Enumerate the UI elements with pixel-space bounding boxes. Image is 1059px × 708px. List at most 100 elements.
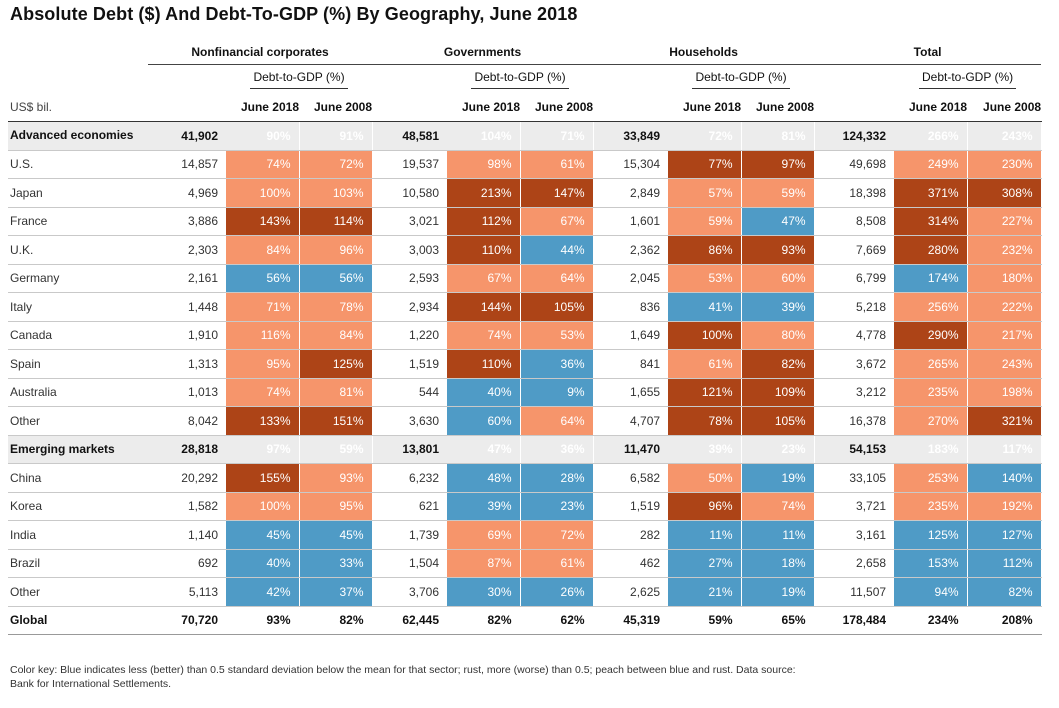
nonfinancial-debt-to-gdp-june-2008: 56% <box>299 264 373 293</box>
row-label: U.S. <box>8 150 148 179</box>
households-debt-to-gdp-june-2008: 59% <box>741 178 815 208</box>
nonfinancial-debt-to-gdp-june-2008: 103% <box>299 178 373 208</box>
households-absolute-debt: 1,655 <box>593 378 669 407</box>
table-row: Other 5,113 42% 37% 3,706 30% 26% 2,625 21% 19% 11… <box>8 577 1042 607</box>
nonfinancial-absolute-debt: 70,720 <box>148 606 226 635</box>
table-row: U.S. 14,857 74% 72% 19,537 98% 61% 15,304 77% 97%… <box>8 150 1042 179</box>
table-row: Spain 1,313 95% 125% 1,519 110% 36% 841 61% 82% 3,… <box>8 349 1042 379</box>
governments-debt-to-gdp-june-2018: 144% <box>447 292 521 322</box>
governments-debt-to-gdp-june-2018: 87% <box>447 549 521 578</box>
households-debt-to-gdp-june-2008: 109% <box>741 378 815 407</box>
nonfinancial-debt-to-gdp-june-2018: 133% <box>226 406 300 436</box>
total-debt-to-gdp-june-2008: 308% <box>967 178 1042 208</box>
nonfinancial-debt-to-gdp-june-2008: 72% <box>299 150 373 179</box>
nonfinancial-debt-to-gdp-june-2008: 81% <box>299 378 373 407</box>
households-absolute-debt: 1,519 <box>593 492 669 521</box>
total-absolute-debt: 49,698 <box>814 150 895 179</box>
nonfinancial-debt-to-gdp-june-2018: 45% <box>226 520 300 550</box>
households-absolute-debt: 2,045 <box>593 264 669 293</box>
total-debt-to-gdp-june-2018: 290% <box>894 321 968 350</box>
nonfinancial-debt-to-gdp-june-2008: 91% <box>299 121 373 151</box>
total-absolute-debt: 7,669 <box>814 235 895 265</box>
total-absolute-debt: 33,105 <box>814 463 895 493</box>
households-absolute-debt: 462 <box>593 549 669 578</box>
row-label: France <box>8 207 148 236</box>
households-debt-to-gdp-june-2018: 27% <box>668 549 742 578</box>
nonfinancial-debt-to-gdp-june-2018: 74% <box>226 150 300 179</box>
governments-debt-to-gdp-june-2008: 64% <box>520 406 594 436</box>
date-label-june-2018: June 2018 <box>226 93 299 122</box>
nonfinancial-debt-to-gdp-june-2008: 84% <box>299 321 373 350</box>
governments-absolute-debt: 1,519 <box>372 349 448 379</box>
nonfinancial-debt-to-gdp-june-2018: 100% <box>226 178 300 208</box>
governments-absolute-debt: 3,021 <box>372 207 448 236</box>
households-absolute-debt: 6,582 <box>593 463 669 493</box>
governments-debt-to-gdp-june-2008: 36% <box>520 349 594 379</box>
governments-debt-to-gdp-june-2018: 69% <box>447 520 521 550</box>
households-debt-to-gdp-june-2008: 105% <box>741 406 815 436</box>
households-debt-to-gdp-june-2018: 61% <box>668 349 742 379</box>
nonfinancial-debt-to-gdp-june-2008: 45% <box>299 520 373 550</box>
nonfinancial-debt-to-gdp-june-2018: 71% <box>226 292 300 322</box>
table-row: Canada 1,910 116% 84% 1,220 74% 53% 1,649 100% 80… <box>8 321 1042 350</box>
nonfinancial-absolute-debt: 20,292 <box>148 463 226 493</box>
governments-debt-to-gdp-june-2008: 9% <box>520 378 594 407</box>
row-label: Japan <box>8 178 148 208</box>
table-row: Italy 1,448 71% 78% 2,934 144% 105% 836 41% 39% 5,… <box>8 292 1042 322</box>
nonfinancial-debt-to-gdp-june-2018: 84% <box>226 235 300 265</box>
total-debt-to-gdp-june-2008: 112% <box>967 549 1042 578</box>
date-header-row: US$ bil. June 2018 June 2008 June 2018 J… <box>8 93 1042 122</box>
governments-debt-to-gdp-june-2008: 36% <box>520 435 594 464</box>
total-absolute-debt: 18,398 <box>814 178 895 208</box>
households-debt-to-gdp-june-2018: 39% <box>668 435 742 464</box>
governments-absolute-debt: 1,220 <box>372 321 448 350</box>
households-absolute-debt: 1,649 <box>593 321 669 350</box>
nonfinancial-debt-to-gdp-june-2008: 125% <box>299 349 373 379</box>
nonfinancial-debt-to-gdp-june-2008: 33% <box>299 549 373 578</box>
total-debt-to-gdp-june-2018: 256% <box>894 292 968 322</box>
sector-header-households: Households <box>593 40 815 65</box>
households-debt-to-gdp-june-2018: 59% <box>668 606 742 635</box>
governments-absolute-debt: 13,801 <box>372 435 448 464</box>
governments-absolute-debt: 1,504 <box>372 549 448 578</box>
table-row: Brazil 692 40% 33% 1,504 87% 61% 462 27% 18% 2,658… <box>8 549 1042 578</box>
households-debt-to-gdp-june-2018: 77% <box>668 150 742 179</box>
households-debt-to-gdp-june-2008: 81% <box>741 121 815 151</box>
households-debt-to-gdp-june-2018: 21% <box>668 577 742 607</box>
date-label-june-2008: June 2008 <box>520 93 594 122</box>
total-absolute-debt: 3,721 <box>814 492 895 521</box>
row-label: Australia <box>8 378 148 407</box>
total-debt-to-gdp-june-2008: 230% <box>967 150 1042 179</box>
governments-debt-to-gdp-june-2008: 44% <box>520 235 594 265</box>
row-label: Italy <box>8 292 148 322</box>
total-debt-to-gdp-june-2018: 235% <box>894 492 968 521</box>
governments-debt-to-gdp-june-2018: 40% <box>447 378 521 407</box>
governments-absolute-debt: 10,580 <box>372 178 448 208</box>
total-debt-to-gdp-june-2008: 217% <box>967 321 1042 350</box>
nonfinancial-debt-to-gdp-june-2008: 37% <box>299 577 373 607</box>
households-debt-to-gdp-june-2018: 41% <box>668 292 742 322</box>
households-debt-to-gdp-june-2018: 100% <box>668 321 742 350</box>
debt-to-gdp-label: Debt-to-GDP (%) <box>471 70 569 89</box>
table-row: Emerging markets 28,818 97% 59% 13,801 47% 36%… <box>8 435 1042 464</box>
governments-debt-to-gdp-june-2018: 39% <box>447 492 521 521</box>
households-absolute-debt: 282 <box>593 520 669 550</box>
row-label: Germany <box>8 264 148 293</box>
households-absolute-debt: 15,304 <box>593 150 669 179</box>
governments-absolute-debt: 19,537 <box>372 150 448 179</box>
nonfinancial-debt-to-gdp-june-2018: 95% <box>226 349 300 379</box>
chart-title: Absolute Debt ($) And Debt-To-GDP (%) By… <box>10 4 578 24</box>
total-debt-to-gdp-june-2008: 117% <box>967 435 1042 464</box>
total-debt-to-gdp-june-2018: 314% <box>894 207 968 236</box>
governments-debt-to-gdp-june-2018: 47% <box>447 435 521 464</box>
households-absolute-debt: 2,849 <box>593 178 669 208</box>
governments-absolute-debt: 1,739 <box>372 520 448 550</box>
total-absolute-debt: 54,153 <box>814 435 895 464</box>
total-debt-to-gdp-june-2018: 153% <box>894 549 968 578</box>
nonfinancial-absolute-debt: 8,042 <box>148 406 226 436</box>
governments-debt-to-gdp-june-2008: 23% <box>520 492 594 521</box>
nonfinancial-absolute-debt: 1,313 <box>148 349 226 379</box>
nonfinancial-debt-to-gdp-june-2008: 96% <box>299 235 373 265</box>
debt-to-gdp-label: Debt-to-GDP (%) <box>918 70 1017 89</box>
debt-to-gdp-header-row: Debt-to-GDP (%) Debt-to-GDP (%) Debt-to-… <box>8 65 1041 94</box>
